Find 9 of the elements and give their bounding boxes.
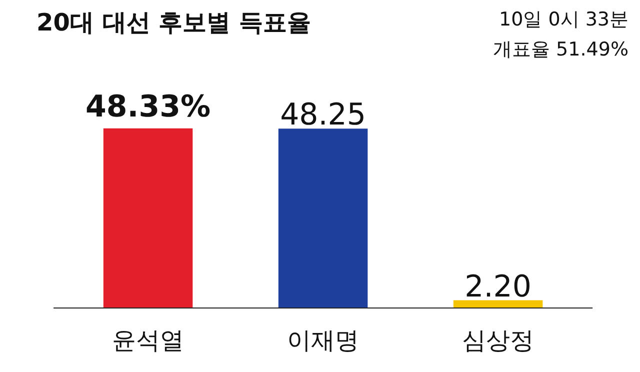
x-tick-label: 이재명	[287, 326, 360, 354]
text: 개표율 51.49%	[493, 38, 629, 60]
data-label: 2.20	[464, 269, 532, 304]
data-label: 48.25	[280, 98, 366, 133]
chart-title: 20대 대선 후보별 득표율	[36, 8, 311, 36]
text: 10일 0시 33분	[498, 8, 629, 30]
x-tick-label: 심상정	[462, 326, 534, 354]
data-label: 48.33%	[86, 89, 211, 124]
x-tick-label: 윤석열	[112, 326, 184, 354]
